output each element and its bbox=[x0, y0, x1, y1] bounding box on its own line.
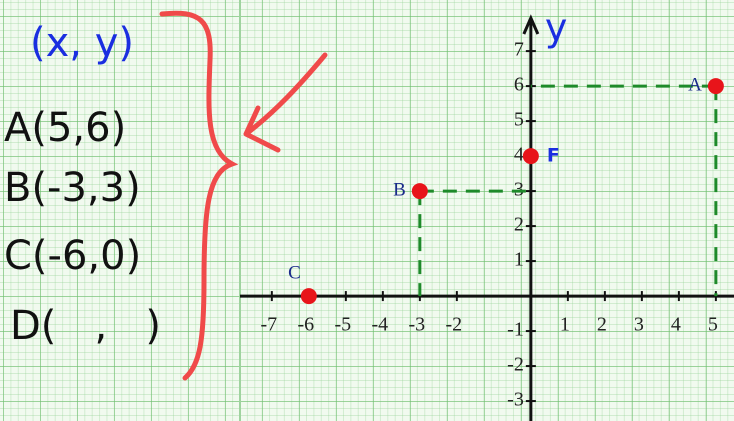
x-tick-label: 2 bbox=[597, 314, 607, 336]
x-tick-label: -6 bbox=[297, 314, 314, 336]
x-tick-label: 5 bbox=[708, 314, 718, 336]
point-label: C bbox=[288, 262, 301, 283]
x-tick-label: 3 bbox=[634, 314, 644, 336]
coordinate-format: (x, y) bbox=[30, 20, 134, 66]
note-line: C(-6,0) bbox=[4, 233, 141, 279]
y-tick-label: 4 bbox=[514, 144, 524, 166]
y-tick-label: -2 bbox=[507, 354, 524, 376]
y-axis-arrow bbox=[522, 14, 540, 35]
point-label: B bbox=[393, 179, 406, 200]
x-tick-label: -7 bbox=[260, 314, 277, 336]
point bbox=[300, 288, 317, 305]
point bbox=[522, 148, 539, 165]
point-label: F bbox=[547, 145, 560, 167]
y-tick-label: 2 bbox=[514, 214, 524, 236]
point bbox=[411, 183, 428, 200]
y-tick-label: -3 bbox=[507, 389, 524, 411]
x-tick-label: -2 bbox=[446, 314, 463, 336]
guide-line bbox=[530, 84, 718, 297]
x-tick-label: 1 bbox=[560, 314, 570, 336]
guide-line bbox=[418, 189, 531, 297]
red-bracket bbox=[159, 10, 239, 381]
y-tick-label: -1 bbox=[507, 319, 524, 341]
x-tick-label: -3 bbox=[409, 314, 426, 336]
point-label: A bbox=[688, 74, 702, 95]
y-axis-label: y bbox=[545, 6, 568, 50]
note-line: D( , ) bbox=[10, 303, 161, 349]
y-tick-label: 5 bbox=[514, 109, 524, 131]
note-line: A(5,6) bbox=[4, 105, 126, 151]
x-tick-label: -4 bbox=[371, 314, 388, 336]
y-tick-label: 1 bbox=[514, 249, 524, 271]
note-line: B(-3,3) bbox=[4, 165, 141, 211]
x-tick-label: -5 bbox=[334, 314, 351, 336]
point bbox=[707, 78, 724, 95]
y-tick-label: 7 bbox=[514, 39, 524, 61]
y-tick-label: 6 bbox=[514, 74, 524, 96]
x-tick-label: 4 bbox=[671, 314, 681, 336]
red-arrow bbox=[243, 52, 328, 153]
